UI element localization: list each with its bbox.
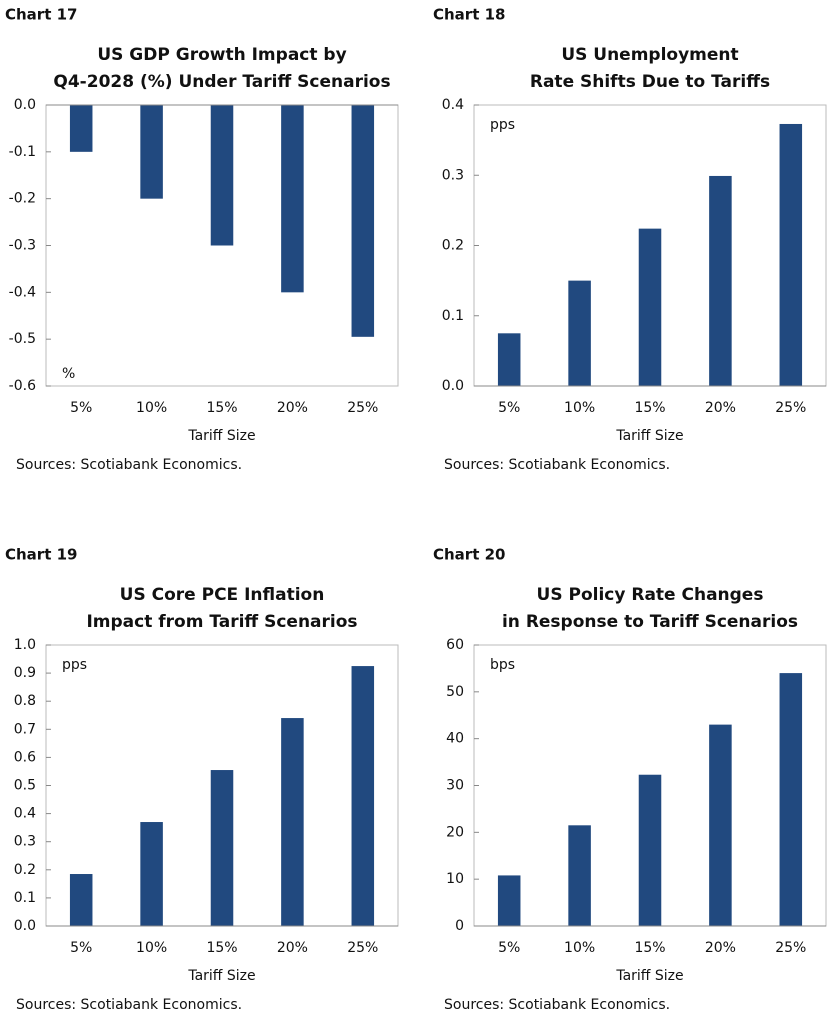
y-tick-label: 0.8 — [14, 693, 36, 709]
bar — [351, 666, 375, 926]
x-axis-title: Tariff Size — [615, 428, 683, 444]
y-tick-label: 0.3 — [442, 167, 464, 183]
source-note: Sources: Scotiabank Economics. — [444, 457, 670, 473]
x-tick-label: 5% — [70, 400, 92, 416]
bar — [709, 175, 732, 386]
y-tick-label: 0.6 — [14, 749, 36, 765]
chart-title: Impact from Tariff Scenarios — [86, 612, 357, 632]
x-tick-label: 20% — [277, 400, 308, 416]
bar — [351, 105, 375, 337]
x-tick-label: 15% — [206, 940, 237, 956]
y-tick-label: 0.4 — [442, 97, 464, 113]
unit-label: pps — [490, 117, 515, 133]
x-tick-label: 25% — [347, 400, 378, 416]
chart-label: Chart 18 — [433, 6, 505, 24]
x-axis-title: Tariff Size — [615, 968, 683, 984]
source-note: Sources: Scotiabank Economics. — [444, 997, 670, 1013]
x-tick-label: 10% — [564, 400, 595, 416]
unit-label: % — [62, 366, 75, 382]
y-tick-label: -0.6 — [9, 378, 36, 394]
y-tick-label: 0.0 — [14, 918, 36, 934]
bar — [779, 123, 803, 386]
bar — [140, 822, 163, 926]
bar — [69, 105, 93, 152]
chart-title: US Core PCE Inflation — [120, 585, 325, 605]
y-tick-label: 0.2 — [442, 238, 464, 254]
x-tick-label: 25% — [775, 940, 806, 956]
y-tick-label: 50 — [446, 684, 464, 700]
y-tick-label: 0.3 — [14, 834, 36, 850]
chart-title: US GDP Growth Impact by — [97, 45, 346, 65]
bar — [210, 105, 234, 246]
chart-title: Rate Shifts Due to Tariffs — [530, 72, 770, 92]
x-axis-title: Tariff Size — [187, 428, 255, 444]
bar — [568, 825, 591, 926]
unit-label: pps — [62, 657, 87, 673]
x-tick-label: 5% — [498, 940, 520, 956]
y-tick-label: 0.7 — [14, 721, 36, 737]
bar — [281, 105, 304, 293]
x-tick-label: 10% — [136, 400, 167, 416]
y-tick-label: 0.1 — [442, 308, 464, 324]
y-tick-label: 0.1 — [14, 890, 36, 906]
y-tick-label: -0.2 — [9, 191, 36, 207]
chart-label: Chart 20 — [433, 546, 505, 564]
x-axis-title: Tariff Size — [187, 968, 255, 984]
bar — [709, 724, 732, 926]
x-tick-label: 15% — [634, 940, 665, 956]
x-tick-label: 10% — [136, 940, 167, 956]
unit-label: bps — [490, 657, 515, 673]
y-tick-label: 10 — [446, 871, 464, 887]
x-tick-label: 5% — [498, 400, 520, 416]
bar — [497, 333, 521, 386]
x-tick-label: 20% — [705, 400, 736, 416]
x-tick-label: 15% — [634, 400, 665, 416]
bar — [638, 774, 662, 926]
y-tick-label: -0.3 — [9, 238, 36, 254]
bar — [210, 770, 234, 926]
x-tick-label: 20% — [705, 940, 736, 956]
chart-label: Chart 19 — [5, 546, 77, 564]
x-tick-label: 5% — [70, 940, 92, 956]
y-tick-label: 0.4 — [14, 806, 36, 822]
y-tick-label: 40 — [446, 731, 464, 747]
bar — [281, 718, 304, 926]
x-tick-label: 15% — [206, 400, 237, 416]
chart-title: in Response to Tariff Scenarios — [502, 612, 798, 632]
bar — [779, 673, 803, 926]
y-tick-label: 0.9 — [14, 665, 36, 681]
chart-label: Chart 17 — [5, 6, 77, 24]
x-tick-label: 10% — [564, 940, 595, 956]
chart-title: US Unemployment — [561, 45, 738, 65]
y-tick-label: -0.1 — [9, 144, 36, 160]
y-tick-label: 30 — [446, 778, 464, 794]
x-tick-label: 25% — [775, 400, 806, 416]
chart-title: Q4-2028 (%) Under Tariff Scenarios — [53, 72, 390, 92]
bar — [69, 874, 93, 926]
source-note: Sources: Scotiabank Economics. — [16, 457, 242, 473]
bar — [497, 875, 521, 926]
y-tick-label: 20 — [446, 824, 464, 840]
y-tick-label: 0.0 — [442, 378, 464, 394]
y-tick-label: 1.0 — [14, 637, 36, 653]
y-tick-label: 60 — [446, 637, 464, 653]
y-tick-label: 0 — [455, 918, 464, 934]
x-tick-label: 20% — [277, 940, 308, 956]
x-tick-label: 25% — [347, 940, 378, 956]
bar — [568, 280, 591, 386]
y-tick-label: -0.5 — [9, 331, 36, 347]
bar — [638, 228, 662, 386]
y-tick-label: 0.0 — [14, 97, 36, 113]
y-tick-label: -0.4 — [9, 284, 36, 300]
chart-title: US Policy Rate Changes — [537, 585, 764, 605]
source-note: Sources: Scotiabank Economics. — [16, 997, 242, 1013]
bar — [140, 105, 163, 199]
y-tick-label: 0.5 — [14, 778, 36, 794]
y-tick-label: 0.2 — [14, 862, 36, 878]
